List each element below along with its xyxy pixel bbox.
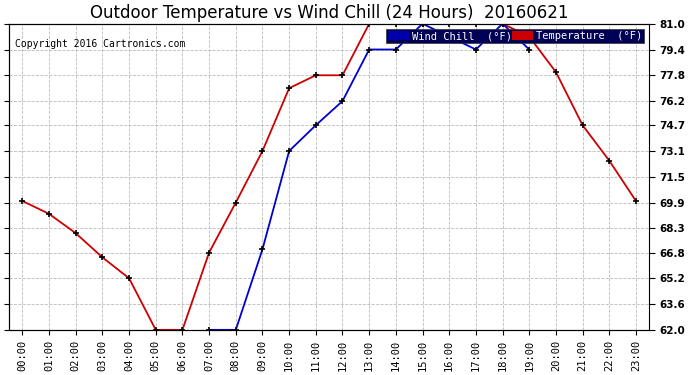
Legend: Wind Chill  (°F), Temperature  (°F): Wind Chill (°F), Temperature (°F) bbox=[386, 29, 644, 44]
Text: Copyright 2016 Cartronics.com: Copyright 2016 Cartronics.com bbox=[15, 39, 186, 49]
Title: Outdoor Temperature vs Wind Chill (24 Hours)  20160621: Outdoor Temperature vs Wind Chill (24 Ho… bbox=[90, 4, 569, 22]
